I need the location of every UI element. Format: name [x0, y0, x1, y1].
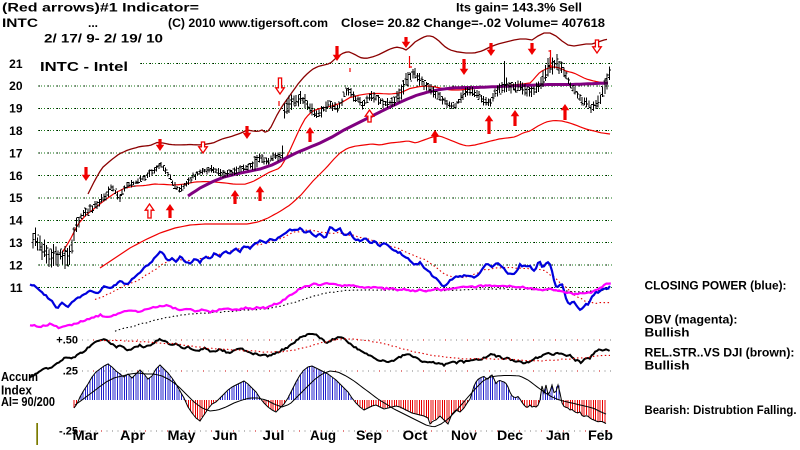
svg-text:11: 11: [10, 281, 23, 295]
svg-text:18: 18: [9, 124, 23, 138]
svg-text:Feb: Feb: [588, 428, 613, 443]
svg-text:REL.STR..VS DJI (brown):: REL.STR..VS DJI (brown):: [645, 346, 795, 360]
svg-text:12: 12: [9, 258, 23, 272]
svg-text:.25: .25: [63, 366, 78, 378]
svg-text:CLOSING POWER (blue):: CLOSING POWER (blue):: [645, 279, 787, 293]
svg-text:14: 14: [9, 214, 23, 228]
svg-text:2/ 17/ 9- 2/ 19/ 10: 2/ 17/ 9- 2/ 19/ 10: [44, 32, 163, 46]
svg-text:-.25: -.25: [59, 426, 78, 438]
svg-text:Mar: Mar: [73, 428, 100, 443]
svg-text:15: 15: [9, 191, 23, 205]
svg-text:Apr: Apr: [120, 428, 146, 443]
svg-text:AI= 90/200: AI= 90/200: [1, 394, 55, 409]
svg-text:19: 19: [9, 102, 23, 116]
svg-text:Bearish: Distrubtion Falling.: Bearish: Distrubtion Falling.: [645, 403, 797, 417]
svg-text:(Red arrows)#1 Indicator=: (Red arrows)#1 Indicator=: [2, 1, 199, 15]
svg-text:13: 13: [9, 236, 23, 250]
svg-text:...: ...: [88, 16, 98, 30]
svg-text:17: 17: [9, 146, 23, 160]
svg-text:Its gain= 143.3% Sell: Its gain= 143.3% Sell: [456, 1, 582, 15]
svg-text:Sep: Sep: [356, 428, 382, 443]
svg-text:Aug: Aug: [310, 428, 336, 443]
svg-text:+.50: +.50: [56, 335, 78, 347]
svg-text:Bullish: Bullish: [645, 326, 690, 340]
svg-text:16: 16: [9, 169, 23, 183]
svg-text:(C) 2010 www.tigersoft.com: (C) 2010 www.tigersoft.com: [168, 16, 328, 30]
svg-text:20: 20: [9, 79, 23, 93]
svg-text:Dec: Dec: [497, 428, 524, 443]
svg-text:Index: Index: [1, 383, 33, 398]
svg-text:INTC: INTC: [2, 16, 38, 30]
svg-text:OBV (magenta):: OBV (magenta):: [645, 313, 738, 327]
svg-text:Jan: Jan: [546, 428, 570, 443]
svg-text:Nov: Nov: [451, 428, 477, 443]
svg-text:Close= 20.82 Change=-.02 Vol: Close= 20.82 Change=-.02 Volume= 407618: [341, 16, 605, 30]
svg-text:Oct: Oct: [403, 428, 429, 443]
svg-text:Bullish: Bullish: [645, 359, 690, 373]
svg-text:21: 21: [9, 57, 23, 71]
svg-text:INTC - Intel: INTC - Intel: [40, 59, 128, 74]
svg-text:May: May: [168, 428, 197, 443]
svg-text:Jul: Jul: [263, 428, 285, 443]
svg-text:Accum: Accum: [1, 369, 38, 384]
svg-text:Jun: Jun: [213, 428, 238, 443]
